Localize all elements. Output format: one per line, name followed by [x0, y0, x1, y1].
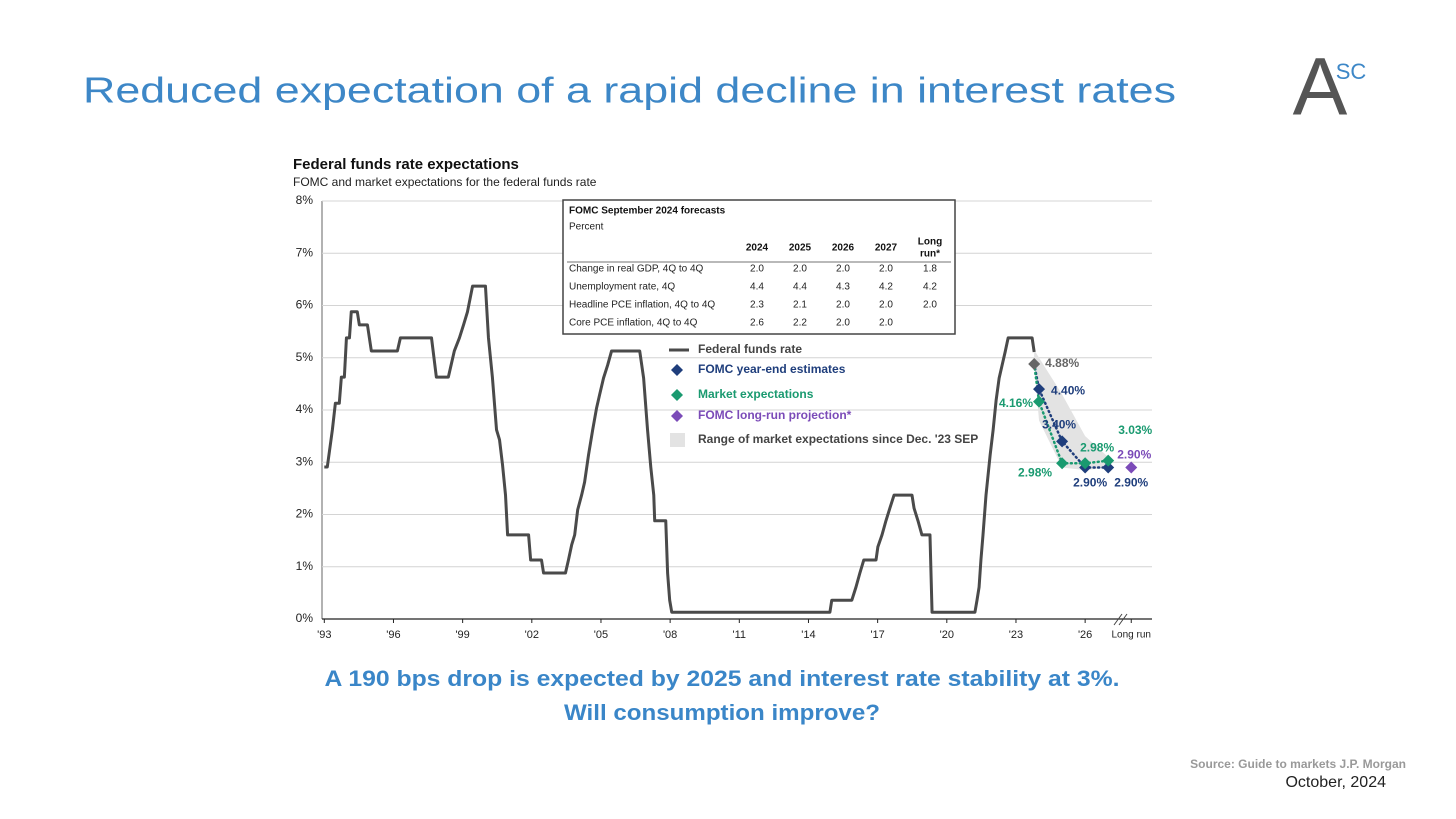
legend-label: FOMC long-run projection*	[698, 408, 852, 422]
table-box	[562, 199, 956, 335]
y-tick-label: 1%	[296, 559, 314, 573]
data-label: 2.90%	[1073, 476, 1107, 490]
legend-label: Range of market expectations since Dec. …	[698, 432, 978, 446]
y-tick-label: 8%	[296, 193, 314, 207]
table-cell: 2.0	[879, 300, 893, 311]
slide-title: Reduced expectation of a rapid decline i…	[83, 70, 1176, 111]
table-row-label: Change in real GDP, 4Q to 4Q	[569, 264, 704, 275]
table-cell: 4.4	[793, 282, 807, 293]
table-cell: 2.0	[879, 318, 893, 329]
table-cell: 2.0	[793, 264, 807, 275]
data-label: 3.40%	[1042, 418, 1076, 432]
caption: A 190 bps drop is expected by 2025 and i…	[325, 666, 1120, 691]
caption: Will consumption improve?	[564, 700, 880, 725]
table-row-label: Core PCE inflation, 4Q to 4Q	[569, 318, 698, 329]
x-tick-label: '23	[1009, 629, 1023, 641]
data-label: 2.90%	[1114, 476, 1148, 490]
legend-swatch	[671, 410, 683, 422]
table-cell: 4.2	[879, 282, 893, 293]
table-cell: 4.3	[836, 282, 850, 293]
marker	[1079, 457, 1092, 470]
table-title: FOMC September 2024 forecasts	[569, 206, 726, 217]
y-tick-label: 3%	[296, 454, 314, 468]
table-subtitle: Percent	[569, 222, 604, 233]
x-tick-label: '11	[733, 629, 747, 641]
marker	[1056, 457, 1069, 470]
x-tick-label: '96	[386, 629, 400, 641]
logo-sup: SC	[1336, 59, 1367, 84]
date: October, 2024	[1285, 774, 1386, 791]
x-tick-label: '26	[1078, 629, 1092, 641]
data-label: 3.03%	[1118, 423, 1152, 437]
y-tick-label: 5%	[296, 350, 314, 364]
table-cell: 2.0	[836, 264, 850, 275]
table-cell: 2.0	[923, 300, 937, 311]
table-header: 2026	[832, 243, 855, 254]
rate-line	[324, 284, 1036, 614]
legend-label: Market expectations	[698, 387, 814, 401]
table-row-label: Unemployment rate, 4Q	[569, 282, 675, 293]
expectation-range	[1034, 349, 1109, 471]
table-cell: 2.0	[836, 300, 850, 311]
table-cell: 2.1	[793, 300, 807, 311]
table-cell: 4.2	[923, 282, 937, 293]
table-header: run*	[920, 249, 940, 260]
x-tick-label: '20	[940, 629, 954, 641]
y-tick-label: 4%	[296, 402, 314, 416]
marker	[1102, 454, 1115, 467]
table-cell: 4.4	[750, 282, 764, 293]
legend-swatch	[671, 389, 683, 401]
x-tick-label: '14	[801, 629, 815, 641]
table-cell: 2.3	[750, 300, 764, 311]
table-cell: 2.6	[750, 318, 764, 329]
table-cell: 2.0	[836, 318, 850, 329]
y-tick-label: 2%	[296, 507, 314, 521]
marker	[1033, 395, 1046, 408]
x-tick-label: Long run	[1112, 630, 1151, 641]
y-tick-label: 6%	[296, 298, 314, 312]
data-label: 4.40%	[1051, 383, 1085, 397]
x-tick-label: '99	[455, 629, 469, 641]
legend-swatch	[671, 364, 683, 376]
data-label: 2.98%	[1080, 440, 1114, 454]
table-cell: 2.0	[750, 264, 764, 275]
table-header: 2027	[875, 243, 898, 254]
y-tick-label: 7%	[296, 245, 314, 259]
table-row-label: Headline PCE inflation, 4Q to 4Q	[569, 300, 715, 311]
legend-label: Federal funds rate	[698, 342, 802, 356]
table-cell: 1.8	[923, 264, 937, 275]
table-header: Long	[918, 237, 942, 248]
chart-subtitle: FOMC and market expectations for the fed…	[293, 175, 597, 189]
marker	[1028, 358, 1041, 371]
data-label: 4.16%	[999, 396, 1033, 410]
data-label: 2.98%	[1018, 465, 1052, 479]
x-tick-label: '08	[663, 629, 677, 641]
table-cell: 2.2	[793, 318, 807, 329]
marker	[1033, 383, 1046, 396]
table-cell: 2.0	[879, 264, 893, 275]
annotation: 4.88%	[1045, 356, 1079, 370]
table-header: 2024	[746, 243, 769, 254]
table-header: 2025	[789, 243, 812, 254]
marker	[1125, 461, 1138, 474]
forecast-table: FOMC September 2024 forecasts Percent 20…	[562, 199, 956, 335]
marker	[1102, 461, 1115, 474]
legend: Federal funds rate FOMC year-end estimate…	[669, 342, 978, 447]
x-tick-label: '17	[870, 629, 884, 641]
source: Source: Guide to markets J.P. Morgan	[1190, 757, 1406, 771]
x-tick-label: '05	[594, 629, 608, 641]
data-label: 2.90%	[1117, 448, 1151, 462]
axis-break	[1113, 613, 1128, 626]
y-tick-label: 0%	[296, 611, 314, 625]
x-tick-label: '93	[317, 629, 331, 641]
x-tick-label: '02	[525, 629, 539, 641]
marker	[1056, 435, 1069, 448]
chart-title: Federal funds rate expectations	[293, 156, 519, 173]
legend-label: FOMC year-end estimates	[698, 362, 846, 376]
legend-swatch	[670, 433, 685, 447]
logo: A	[1293, 42, 1348, 133]
